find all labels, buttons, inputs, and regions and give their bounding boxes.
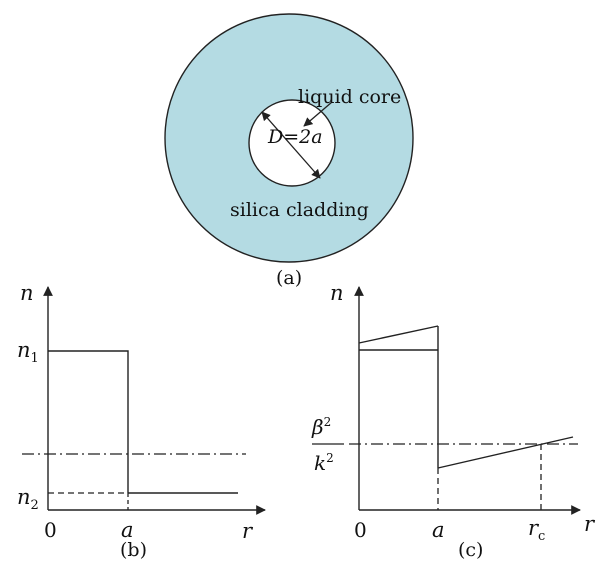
- n2-label: n2: [17, 485, 39, 513]
- core-tilted-line: [358, 325, 439, 344]
- rc-label: rc: [528, 516, 545, 544]
- diameter-label: D=2a: [267, 126, 323, 148]
- panel-c-caption: (c): [458, 539, 483, 561]
- panel-b: n r 0 a n1 n2 (b): [17, 281, 266, 561]
- panel-c: n r 0 a rc β2 k2 (c): [311, 281, 596, 561]
- origin-label: 0: [44, 518, 57, 542]
- n1-label: n1: [17, 338, 39, 366]
- x-axis-label: r: [242, 519, 254, 543]
- liquid-core-label: liquid core: [298, 86, 401, 108]
- diameter-arrow: [261, 111, 321, 179]
- silica-cladding-label: silica cladding: [230, 199, 369, 221]
- y-axis-label: n: [20, 281, 34, 305]
- y-axis-label: n: [330, 281, 344, 305]
- x-axis-label: r: [584, 512, 596, 536]
- beta-squared-label: β2: [311, 415, 331, 439]
- panel-a-caption: (a): [276, 267, 302, 289]
- tick-a-label: a: [121, 518, 134, 542]
- core-index-step: [48, 350, 129, 493]
- panel-b-caption: (b): [120, 539, 147, 561]
- k-squared-label: k2: [314, 451, 334, 475]
- origin-label: 0: [354, 518, 367, 542]
- cladding-rising-line: [437, 436, 574, 469]
- tick-a-label: a: [432, 518, 445, 542]
- core-leader-arrow: [303, 101, 333, 127]
- panel-a: liquid core D=2a silica cladding (a): [164, 13, 414, 289]
